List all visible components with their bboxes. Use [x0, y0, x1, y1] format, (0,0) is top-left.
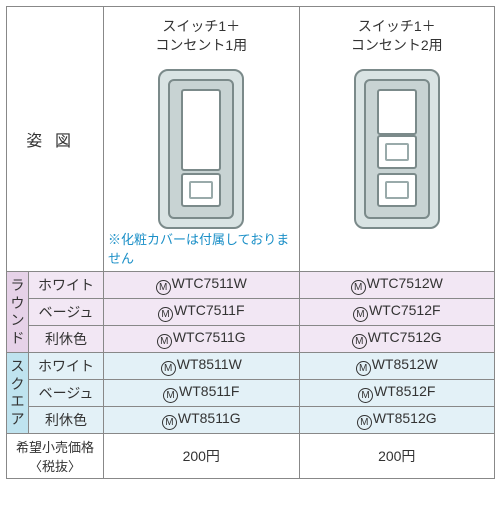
table-row: 利休色 MWT8511G MWT8512G	[7, 407, 495, 434]
m-icon: M	[352, 334, 367, 349]
col2-line1: スイッチ1＋	[358, 18, 436, 34]
color-cell: ベージュ	[29, 380, 104, 407]
model-cell: MWTC7511G	[104, 326, 299, 353]
model-cell: MWTC7512G	[299, 326, 495, 353]
model-cell: MWTC7512F	[299, 299, 495, 326]
model-cell: MWTC7512W	[299, 272, 495, 299]
m-icon: M	[357, 415, 372, 430]
m-icon: M	[156, 280, 171, 295]
model-cell: MWTC7511F	[104, 299, 299, 326]
model-cell: MWT8512F	[299, 380, 495, 407]
color-cell: ホワイト	[29, 353, 104, 380]
m-icon: M	[162, 415, 177, 430]
model-cell: MWTC7511W	[104, 272, 299, 299]
m-icon: M	[358, 388, 373, 403]
model-cell: MWT8511F	[104, 380, 299, 407]
col1-line1: スイッチ1＋	[162, 18, 240, 34]
m-icon: M	[351, 280, 366, 295]
group-round-label: ラウンド	[7, 272, 29, 353]
table-row: ラウンド ホワイト MWTC7511W MWTC7512W	[7, 272, 495, 299]
m-icon: M	[353, 307, 368, 322]
m-icon: M	[158, 307, 173, 322]
price-value-1: 200円	[104, 434, 299, 479]
color-cell: ベージュ	[29, 299, 104, 326]
price-label: 希望小売価格〈税抜〉	[7, 434, 104, 479]
model-cell: MWT8512G	[299, 407, 495, 434]
m-icon: M	[356, 361, 371, 376]
diagram-1	[104, 69, 298, 229]
col2-line2: コンセント2用	[351, 37, 443, 53]
diagram-1-switch-opening	[181, 89, 221, 171]
column-2-header: スイッチ1＋ コンセント2用	[299, 7, 495, 272]
color-cell: 利休色	[29, 326, 104, 353]
product-spec-table: 姿図 スイッチ1＋ コンセント1用 ※化粧カバーは付属しておりません スイッチ1…	[6, 6, 495, 479]
color-cell: 利休色	[29, 407, 104, 434]
diagram-2-outlet-opening-1	[377, 135, 417, 169]
column-1-header: スイッチ1＋ コンセント1用 ※化粧カバーは付属しておりません	[104, 7, 299, 272]
table-row: ベージュ MWT8511F MWT8512F	[7, 380, 495, 407]
table-row: ベージュ MWTC7511F MWTC7512F	[7, 299, 495, 326]
model-cell: MWT8511G	[104, 407, 299, 434]
model-cell: MWT8511W	[104, 353, 299, 380]
cover-note: ※化粧カバーは付属しておりません	[108, 229, 298, 267]
m-icon: M	[163, 388, 178, 403]
table-row: 利休色 MWTC7511G MWTC7512G	[7, 326, 495, 353]
price-row: 希望小売価格〈税抜〉 200円 200円	[7, 434, 495, 479]
diagram-2	[300, 69, 495, 229]
diagram-2-outlet-opening-2	[377, 173, 417, 207]
group-square-label: スクエア	[7, 353, 29, 434]
m-icon: M	[157, 334, 172, 349]
appearance-label: 姿図	[26, 133, 84, 150]
diagram-2-switch-opening	[377, 89, 417, 135]
color-cell: ホワイト	[29, 272, 104, 299]
diagram-1-outlet-opening	[181, 173, 221, 207]
model-cell: MWT8512W	[299, 353, 495, 380]
table-row: スクエア ホワイト MWT8511W MWT8512W	[7, 353, 495, 380]
col1-line2: コンセント1用	[155, 37, 247, 53]
header-row: 姿図 スイッチ1＋ コンセント1用 ※化粧カバーは付属しておりません スイッチ1…	[7, 7, 495, 272]
appearance-label-cell: 姿図	[7, 7, 104, 272]
price-value-2: 200円	[299, 434, 495, 479]
m-icon: M	[161, 361, 176, 376]
